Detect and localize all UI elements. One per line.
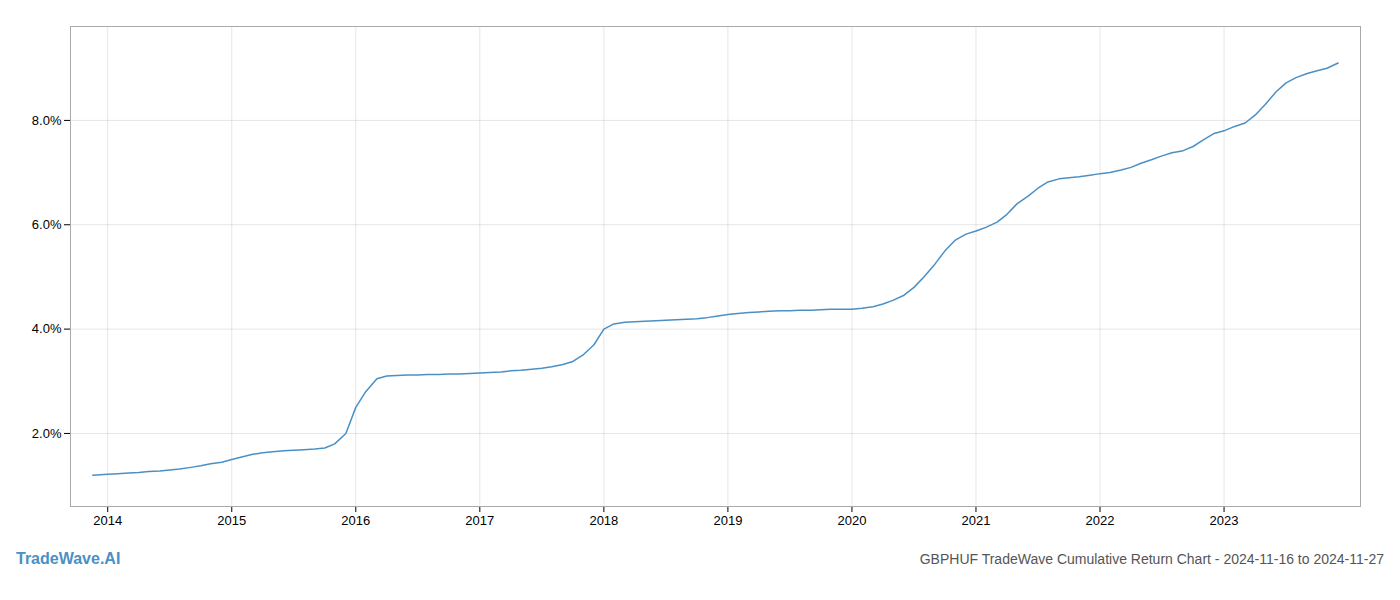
svg-text:2018: 2018 <box>589 513 618 528</box>
svg-text:2014: 2014 <box>93 513 122 528</box>
svg-text:6.0%: 6.0% <box>32 217 62 232</box>
svg-text:2015: 2015 <box>217 513 246 528</box>
svg-text:2022: 2022 <box>1086 513 1115 528</box>
svg-text:4.0%: 4.0% <box>32 321 62 336</box>
svg-text:2020: 2020 <box>837 513 866 528</box>
svg-text:8.0%: 8.0% <box>32 113 62 128</box>
svg-text:2.0%: 2.0% <box>32 426 62 441</box>
html-text:GBPHUF TradeWave Cumulative Re: GBPHUF TradeWave Cumulative Return Chart… <box>919 551 1384 567</box>
svg-text:2023: 2023 <box>1210 513 1239 528</box>
svg-text:2021: 2021 <box>962 513 991 528</box>
html-text:TradeWave.AI: TradeWave.AI <box>16 550 121 567</box>
svg-text:2016: 2016 <box>341 513 370 528</box>
svg-text:2017: 2017 <box>465 513 494 528</box>
svg-text:2019: 2019 <box>713 513 742 528</box>
